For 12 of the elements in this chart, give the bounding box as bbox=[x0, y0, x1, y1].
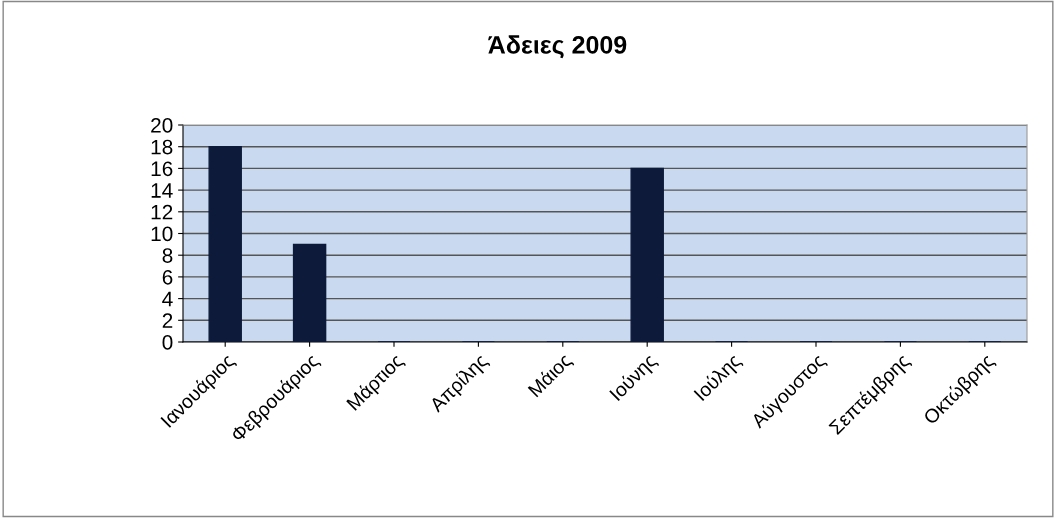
y-tick-label: 12 bbox=[151, 204, 173, 220]
y-tick-label: 18 bbox=[151, 139, 173, 155]
y-tick-label: 6 bbox=[162, 269, 173, 285]
chart-title: Άδειες 2009 bbox=[488, 35, 627, 59]
y-tick-label: 20 bbox=[151, 118, 173, 133]
y-tick-label: 0 bbox=[162, 335, 173, 350]
y-tick-label: 10 bbox=[151, 226, 173, 242]
y-tick-label: 2 bbox=[162, 313, 173, 328]
y-tick-label: 8 bbox=[162, 248, 173, 263]
y-tick-label: 16 bbox=[151, 161, 173, 177]
y-tick-label: 14 bbox=[151, 183, 173, 198]
y-tick-label: 4 bbox=[162, 291, 173, 307]
